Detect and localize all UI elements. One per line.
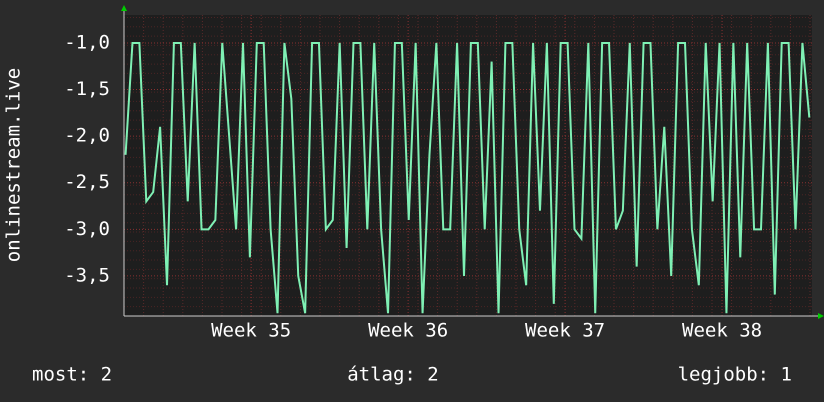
legend-average: átlag: 2 (347, 364, 439, 386)
y-tick-label: -2,0 (64, 125, 110, 147)
legend-best: legjobb: 1 (678, 364, 792, 386)
x-tick-label: Week 36 (368, 320, 448, 342)
y-tick-label: -3,0 (64, 218, 110, 240)
y-axis-label: onlinestream.live (3, 68, 25, 262)
y-tick-label: -2,5 (64, 171, 110, 193)
axis-arrow (121, 5, 127, 11)
legend-now: most: 2 (32, 364, 112, 386)
x-tick-label: Week 38 (682, 320, 762, 342)
y-tick-label: -3,5 (64, 264, 110, 286)
y-tick-label: -1,5 (64, 78, 110, 100)
axis-arrow (818, 313, 824, 319)
x-tick-label: Week 37 (525, 320, 605, 342)
series-line (124, 41, 811, 314)
x-tick-label: Week 35 (211, 320, 291, 342)
y-tick-label: -1,0 (64, 31, 110, 53)
